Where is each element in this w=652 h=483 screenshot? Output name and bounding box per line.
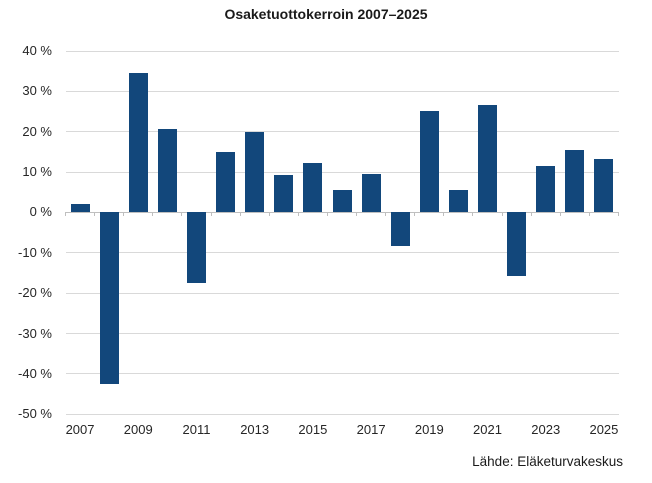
axis-tick xyxy=(152,212,154,217)
x-axis-label: 2017 xyxy=(356,422,386,437)
axis-tick xyxy=(326,212,328,217)
bar-2008 xyxy=(99,212,119,384)
bar-2020 xyxy=(448,190,468,213)
axis-tick xyxy=(588,212,590,217)
y-axis-label: 20 % xyxy=(22,123,52,139)
gridline xyxy=(65,90,619,92)
gridline xyxy=(65,373,619,375)
bar-2016 xyxy=(332,189,352,213)
bar-2025 xyxy=(594,158,614,213)
bar-2009 xyxy=(128,73,148,213)
gridline xyxy=(65,252,619,254)
x-axis-label: 2011 xyxy=(182,422,211,437)
gridline xyxy=(65,131,619,133)
axis-tick xyxy=(65,212,66,217)
y-axis-label: -40 % xyxy=(18,365,52,381)
x-axis-label: 2015 xyxy=(298,422,328,437)
axis-tick xyxy=(356,212,358,217)
axis-tick xyxy=(501,212,503,217)
axis-tick xyxy=(297,212,299,217)
y-axis-label: 30 % xyxy=(22,83,52,99)
axis-tick xyxy=(210,212,212,217)
axis-tick xyxy=(530,212,532,217)
x-axis-label: 2023 xyxy=(531,422,561,437)
x-axis-label: 2021 xyxy=(473,422,502,437)
bar-2022 xyxy=(507,212,527,277)
x-axis-line xyxy=(65,211,619,213)
gridline xyxy=(65,292,619,294)
axis-tick xyxy=(123,212,125,217)
x-axis-label: 2025 xyxy=(589,422,619,437)
bar-2021 xyxy=(478,105,498,213)
axis-tick xyxy=(385,212,387,217)
source-label: Lähde: Eläketurvakeskus xyxy=(472,454,623,469)
axis-tick xyxy=(239,212,241,217)
y-axis-label: 40 % xyxy=(22,43,52,58)
bar-2007 xyxy=(70,204,90,213)
y-axis-label: -30 % xyxy=(18,325,52,341)
y-axis-label: -10 % xyxy=(18,244,52,260)
x-axis-label: 2009 xyxy=(123,422,153,437)
bar-2012 xyxy=(216,151,236,213)
axis-tick xyxy=(414,212,416,217)
x-axis-label: 2007 xyxy=(65,422,95,437)
y-axis-label: -20 % xyxy=(18,285,52,301)
bar-2010 xyxy=(157,129,177,213)
bar-2024 xyxy=(565,150,585,213)
axis-tick xyxy=(268,212,270,217)
y-axis-label: -50 % xyxy=(18,406,52,422)
bar-2015 xyxy=(303,163,323,213)
chart-title: Osaketuottokerroin 2007–2025 xyxy=(224,6,428,22)
axis-tick xyxy=(94,212,96,217)
y-axis-label: 10 % xyxy=(22,164,52,180)
y-axis-label: 0 % xyxy=(29,204,52,220)
axis-tick xyxy=(472,212,474,217)
x-axis-label: 2013 xyxy=(240,422,270,437)
axis-tick xyxy=(559,212,561,217)
x-axis-label: 2019 xyxy=(414,422,444,437)
bar-2019 xyxy=(419,110,439,213)
axis-tick xyxy=(443,212,445,217)
bar-2023 xyxy=(536,165,556,213)
gridline xyxy=(65,50,619,52)
bar-2014 xyxy=(274,174,294,213)
bar-2011 xyxy=(186,212,206,284)
bar-2013 xyxy=(245,132,265,213)
bar-2017 xyxy=(361,174,381,213)
gridline xyxy=(65,171,619,173)
gridline xyxy=(65,333,619,335)
gridline xyxy=(65,413,619,415)
axis-tick xyxy=(618,212,619,217)
bar-2018 xyxy=(390,212,410,246)
axis-tick xyxy=(181,212,183,217)
